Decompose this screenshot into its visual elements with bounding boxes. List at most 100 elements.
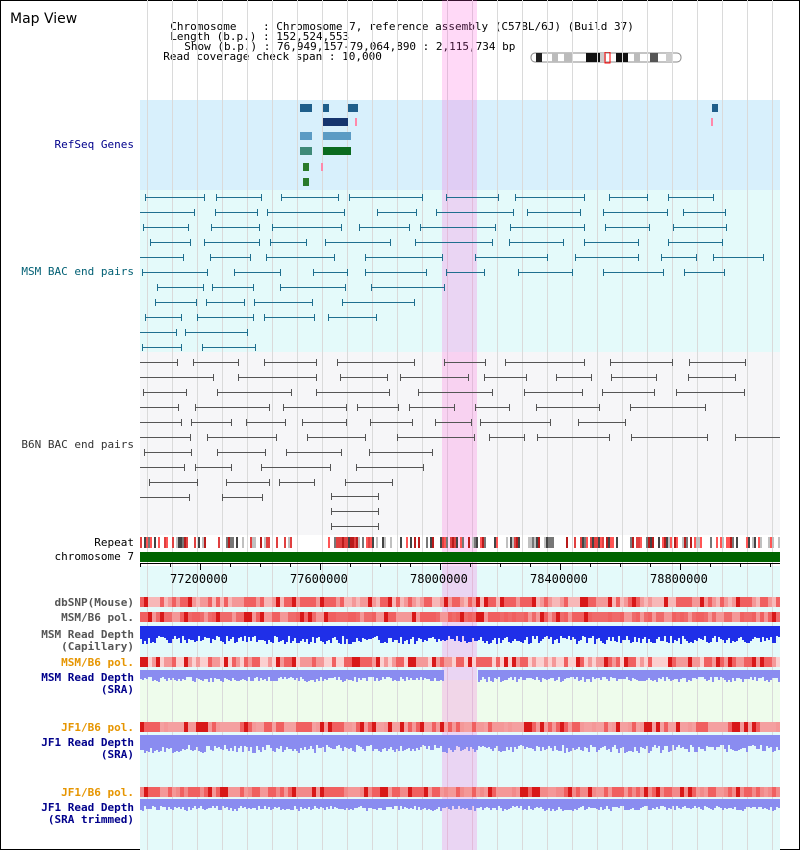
- bac-end-pair[interactable]: [517, 269, 574, 276]
- bac-end-pair[interactable]: [190, 419, 232, 426]
- bac-end-pair[interactable]: [140, 404, 179, 411]
- bac-end-pair[interactable]: [144, 449, 193, 456]
- refseq-gene[interactable]: [300, 147, 312, 155]
- bac-end-pair[interactable]: [602, 269, 665, 276]
- bac-end-pair[interactable]: [156, 284, 204, 291]
- jf1-b6-pol-track-1[interactable]: [140, 722, 780, 732]
- bac-end-pair[interactable]: [195, 404, 270, 411]
- bac-end-pair[interactable]: [370, 284, 446, 291]
- bac-end-pair[interactable]: [523, 389, 583, 396]
- bac-end-pair[interactable]: [345, 479, 394, 486]
- track-label-jf1-b6-pol-1[interactable]: JF1/B6 pol.: [61, 721, 134, 734]
- bac-end-pair[interactable]: [415, 239, 494, 246]
- bac-end-pair[interactable]: [339, 374, 388, 381]
- track-label-msm-b6-pol-2[interactable]: MSM/B6 pol.: [61, 656, 134, 669]
- bac-end-pair[interactable]: [302, 419, 347, 426]
- bac-end-pair[interactable]: [215, 209, 259, 216]
- bac-end-pair[interactable]: [348, 194, 424, 201]
- bac-end-pair[interactable]: [246, 419, 286, 426]
- bac-end-pair[interactable]: [660, 254, 697, 261]
- bac-end-pair[interactable]: [630, 404, 707, 411]
- refseq-gene[interactable]: [300, 132, 312, 140]
- jf1-read-depth-trim-track[interactable]: [140, 799, 780, 811]
- bac-end-pair[interactable]: [184, 329, 248, 336]
- bac-end-pair[interactable]: [154, 299, 198, 306]
- jf1-b6-pol-track-2[interactable]: [140, 787, 780, 797]
- bac-end-pair[interactable]: [315, 389, 390, 396]
- bac-end-pair[interactable]: [408, 404, 455, 411]
- bac-end-pair[interactable]: [735, 434, 780, 441]
- bac-end-pair[interactable]: [197, 314, 255, 321]
- bac-end-pair[interactable]: [210, 254, 252, 261]
- refseq-gene[interactable]: [303, 163, 309, 171]
- bac-end-pair[interactable]: [265, 254, 336, 261]
- bac-end-pair[interactable]: [376, 209, 418, 216]
- refseq-gene[interactable]: [323, 104, 329, 112]
- bac-end-pair[interactable]: [140, 374, 215, 381]
- bac-end-pair[interactable]: [140, 494, 191, 501]
- bac-end-pair[interactable]: [210, 224, 261, 231]
- bac-end-pair[interactable]: [483, 374, 528, 381]
- bac-end-pair[interactable]: [280, 194, 339, 201]
- track-label-msm-b6-pol-1[interactable]: MSM/B6 pol.: [61, 611, 134, 624]
- bac-end-pair[interactable]: [688, 359, 747, 366]
- bac-end-pair[interactable]: [675, 389, 746, 396]
- bac-end-pair[interactable]: [144, 314, 183, 321]
- bac-end-pair[interactable]: [682, 209, 726, 216]
- bac-end-pair[interactable]: [215, 194, 262, 201]
- bac-end-pair[interactable]: [313, 269, 349, 276]
- track-label-msm-bac[interactable]: MSM BAC end pairs: [21, 265, 134, 278]
- bac-end-pair[interactable]: [610, 374, 657, 381]
- msm-read-depth-sra-track[interactable]: [140, 670, 780, 682]
- bac-end-pair[interactable]: [201, 344, 256, 351]
- track-label-jf1-read-depth-sra[interactable]: JF1 Read Depth (SRA): [41, 736, 134, 761]
- bac-end-pair[interactable]: [369, 449, 434, 456]
- bac-end-pair[interactable]: [141, 269, 208, 276]
- bac-end-pair[interactable]: [584, 239, 640, 246]
- bac-end-pair[interactable]: [306, 434, 367, 441]
- bac-end-pair[interactable]: [445, 194, 500, 201]
- bac-end-pair[interactable]: [604, 224, 651, 231]
- track-label-msm-read-depth-sra[interactable]: MSM Read Depth (SRA): [41, 671, 134, 696]
- bac-end-pair[interactable]: [684, 269, 725, 276]
- bac-end-pair[interactable]: [419, 224, 497, 231]
- bac-end-pair[interactable]: [192, 359, 240, 366]
- bac-end-pair[interactable]: [195, 464, 232, 471]
- bac-end-pair[interactable]: [331, 493, 379, 500]
- bac-end-pair[interactable]: [668, 239, 724, 246]
- bac-end-pair[interactable]: [285, 449, 343, 456]
- bac-end-pair[interactable]: [602, 389, 655, 396]
- bac-end-pair[interactable]: [253, 299, 313, 306]
- msm-read-depth-capillary-track[interactable]: [140, 626, 780, 644]
- track-label-dbsnp[interactable]: dbSNP(Mouse): [54, 596, 134, 609]
- bac-end-pair[interactable]: [474, 254, 549, 261]
- repeat-track[interactable]: [140, 537, 780, 548]
- track-label-msm-read-depth-capillary[interactable]: MSM Read Depth (Capillary): [41, 628, 134, 653]
- bac-end-pair[interactable]: [234, 269, 282, 276]
- bac-end-pair[interactable]: [397, 434, 476, 441]
- bac-end-pair[interactable]: [475, 404, 511, 411]
- bac-end-pair[interactable]: [489, 434, 525, 441]
- dbsnp-track[interactable]: [140, 597, 780, 607]
- bac-end-pair[interactable]: [142, 344, 182, 351]
- bac-end-pair[interactable]: [555, 374, 592, 381]
- refseq-gene[interactable]: [323, 147, 351, 155]
- bac-end-pair[interactable]: [282, 404, 347, 411]
- bac-end-pair[interactable]: [673, 224, 727, 231]
- bac-end-pair[interactable]: [140, 329, 177, 336]
- bac-end-pair[interactable]: [204, 239, 260, 246]
- refseq-gene[interactable]: [300, 104, 312, 112]
- bac-end-pair[interactable]: [238, 374, 317, 381]
- bac-end-pair[interactable]: [140, 464, 185, 471]
- bac-end-pair[interactable]: [630, 434, 708, 441]
- bac-end-pair[interactable]: [712, 254, 764, 261]
- track-label-b6n-bac[interactable]: B6N BAC end pairs: [21, 438, 134, 451]
- bac-end-pair[interactable]: [261, 464, 331, 471]
- bac-end-pair[interactable]: [264, 359, 317, 366]
- bac-end-pair[interactable]: [216, 389, 293, 396]
- track-label-jf1-b6-pol-2[interactable]: JF1/B6 pol.: [61, 786, 134, 799]
- bac-end-pair[interactable]: [140, 419, 182, 426]
- bac-end-pair[interactable]: [207, 434, 278, 441]
- bac-end-pair[interactable]: [148, 479, 198, 486]
- track-label-chromosome[interactable]: chromosome 7: [54, 550, 134, 563]
